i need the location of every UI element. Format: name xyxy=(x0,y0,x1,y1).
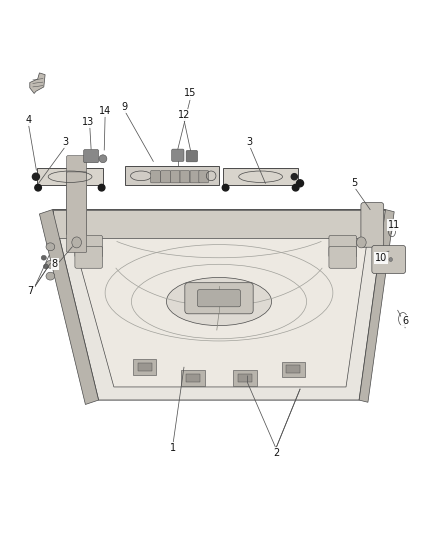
FancyBboxPatch shape xyxy=(75,236,102,257)
Text: 6: 6 xyxy=(402,316,408,326)
FancyBboxPatch shape xyxy=(67,172,87,253)
Circle shape xyxy=(291,174,297,180)
Text: 5: 5 xyxy=(352,178,358,188)
FancyBboxPatch shape xyxy=(282,361,305,377)
Polygon shape xyxy=(125,166,219,185)
FancyBboxPatch shape xyxy=(172,149,184,161)
Text: 3: 3 xyxy=(247,136,253,147)
Text: 12: 12 xyxy=(178,110,190,120)
FancyBboxPatch shape xyxy=(151,171,160,183)
Ellipse shape xyxy=(166,278,272,326)
Text: 11: 11 xyxy=(388,220,400,230)
Polygon shape xyxy=(53,209,385,400)
Polygon shape xyxy=(359,209,394,402)
Circle shape xyxy=(32,173,39,180)
Ellipse shape xyxy=(357,237,366,248)
FancyBboxPatch shape xyxy=(286,366,300,374)
Circle shape xyxy=(98,184,105,191)
FancyBboxPatch shape xyxy=(133,359,156,375)
Text: 2: 2 xyxy=(273,448,279,458)
FancyBboxPatch shape xyxy=(199,171,208,183)
FancyBboxPatch shape xyxy=(329,236,357,257)
Polygon shape xyxy=(39,209,99,405)
FancyBboxPatch shape xyxy=(67,156,87,235)
Polygon shape xyxy=(53,209,385,238)
Text: 4: 4 xyxy=(25,115,32,125)
FancyBboxPatch shape xyxy=(329,246,357,268)
Ellipse shape xyxy=(389,257,392,262)
Polygon shape xyxy=(68,221,370,387)
FancyBboxPatch shape xyxy=(181,370,205,386)
Text: 8: 8 xyxy=(52,260,58,269)
Polygon shape xyxy=(223,168,298,185)
Ellipse shape xyxy=(46,272,55,280)
Text: 14: 14 xyxy=(99,106,111,116)
Ellipse shape xyxy=(99,155,107,163)
FancyBboxPatch shape xyxy=(185,282,253,314)
FancyBboxPatch shape xyxy=(190,171,200,183)
Circle shape xyxy=(35,184,41,191)
Text: 3: 3 xyxy=(63,136,69,147)
Text: 13: 13 xyxy=(81,117,94,127)
Text: 9: 9 xyxy=(122,102,128,111)
Ellipse shape xyxy=(46,243,55,251)
Text: 10: 10 xyxy=(375,253,387,263)
FancyBboxPatch shape xyxy=(233,370,257,386)
Ellipse shape xyxy=(41,255,46,260)
Circle shape xyxy=(222,184,229,191)
Circle shape xyxy=(293,184,299,191)
FancyBboxPatch shape xyxy=(75,246,102,268)
FancyBboxPatch shape xyxy=(372,246,406,273)
FancyBboxPatch shape xyxy=(186,374,200,382)
Ellipse shape xyxy=(72,237,81,248)
Circle shape xyxy=(297,180,304,187)
Polygon shape xyxy=(30,73,45,93)
FancyBboxPatch shape xyxy=(186,150,198,162)
Ellipse shape xyxy=(46,260,55,268)
FancyBboxPatch shape xyxy=(170,171,180,183)
FancyBboxPatch shape xyxy=(180,171,190,183)
FancyBboxPatch shape xyxy=(361,203,384,247)
Text: 1: 1 xyxy=(170,443,176,453)
FancyBboxPatch shape xyxy=(238,374,252,382)
Text: 15: 15 xyxy=(184,88,197,99)
Ellipse shape xyxy=(378,257,381,262)
Ellipse shape xyxy=(43,264,49,269)
FancyBboxPatch shape xyxy=(161,171,170,183)
Ellipse shape xyxy=(383,257,386,262)
Polygon shape xyxy=(37,168,103,185)
FancyBboxPatch shape xyxy=(84,150,99,163)
FancyBboxPatch shape xyxy=(138,364,152,371)
Text: 7: 7 xyxy=(28,286,34,296)
FancyBboxPatch shape xyxy=(198,290,240,307)
